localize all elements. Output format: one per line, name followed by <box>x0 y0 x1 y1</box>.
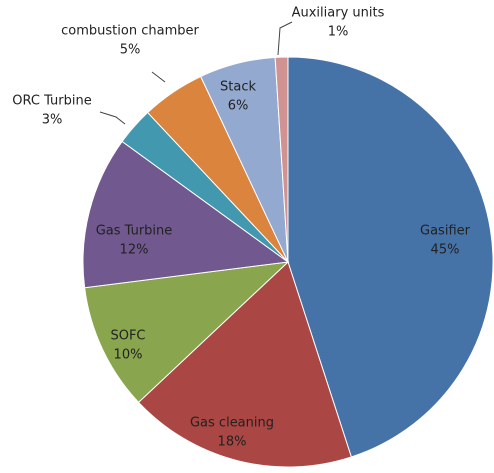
pie-slice <box>82 140 290 289</box>
slice-label: SOFC <box>110 329 145 344</box>
slice-value-label: 3% <box>42 113 63 128</box>
slice-value-label: 18% <box>218 435 247 450</box>
slice-value-label: 6% <box>228 99 249 114</box>
slice-label: Stack <box>220 80 256 95</box>
slice-label: ORC Turbine <box>12 94 91 109</box>
slice-label: Gas Turbine <box>96 224 173 239</box>
pie-slice <box>84 261 290 404</box>
pie-slice <box>287 56 494 458</box>
slice-label: Gasifier <box>420 224 471 239</box>
leader-line <box>99 111 126 125</box>
slice-value-label: 45% <box>431 243 460 258</box>
slice-label: Gas cleaning <box>190 416 274 431</box>
pie-slice <box>274 56 289 263</box>
slice-value-label: 12% <box>120 243 149 258</box>
leader-line <box>151 71 166 83</box>
leader-line <box>277 21 293 56</box>
slice-value-label: 1% <box>328 25 349 40</box>
slice-value-label: 10% <box>114 348 143 363</box>
slice-value-label: 5% <box>120 43 141 58</box>
slice-label: Auxiliary units <box>292 6 385 21</box>
pie-slice <box>137 261 352 468</box>
slice-label: combustion chamber <box>61 24 199 39</box>
